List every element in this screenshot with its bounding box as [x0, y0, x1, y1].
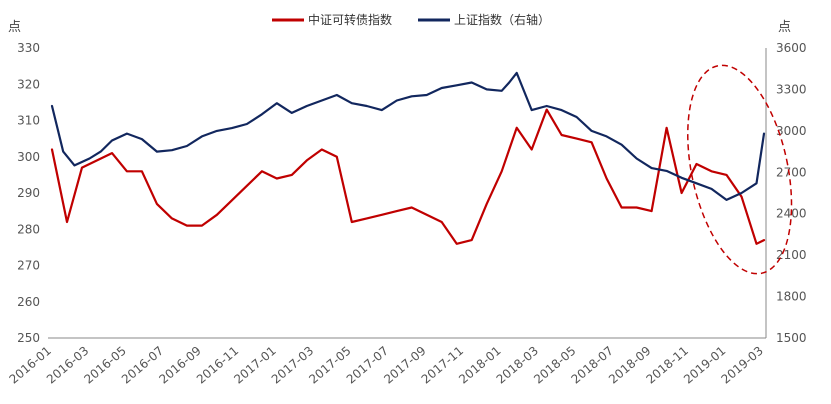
highlight-ellipse [687, 64, 793, 275]
left-axis-unit: 点 [8, 20, 21, 35]
right-tick-label: 3000 [776, 124, 807, 138]
left-tick-label: 290 [17, 186, 40, 200]
left-tick-label: 260 [17, 295, 40, 309]
left-axis-ticks: 250 260 270 280 290 300 310 320 330 [17, 41, 40, 345]
left-tick-label: 280 [17, 222, 40, 236]
left-tick-label: 250 [17, 331, 40, 345]
legend-label-sh: 上证指数（右轴） [454, 12, 550, 27]
right-axis-unit: 点 [778, 20, 791, 35]
left-tick-label: 310 [17, 114, 40, 128]
series-line-shanghai-index [50, 71, 766, 201]
right-tick-label: 3600 [776, 41, 807, 55]
right-tick-label: 1500 [776, 331, 807, 345]
annotation-layer [687, 64, 793, 275]
series-layer [50, 71, 766, 245]
legend-label-cb: 中证可转债指数 [308, 12, 392, 27]
right-tick-label: 2100 [776, 248, 807, 262]
left-tick-label: 320 [17, 77, 40, 91]
x-axis-ticks: 2016-012016-032016-052016-072016-092016-… [7, 344, 766, 387]
right-tick-label: 1800 [776, 290, 807, 304]
series-line-convertible-bond-index [50, 108, 766, 245]
legend: 中证可转债指数 上证指数（右轴） [272, 12, 550, 27]
right-tick-label: 2700 [776, 165, 807, 179]
right-tick-label: 3300 [776, 82, 807, 96]
left-tick-label: 330 [17, 41, 40, 55]
left-tick-label: 300 [17, 150, 40, 164]
x-tick-label: 2019-03 [719, 344, 766, 387]
left-tick-label: 270 [17, 259, 40, 273]
